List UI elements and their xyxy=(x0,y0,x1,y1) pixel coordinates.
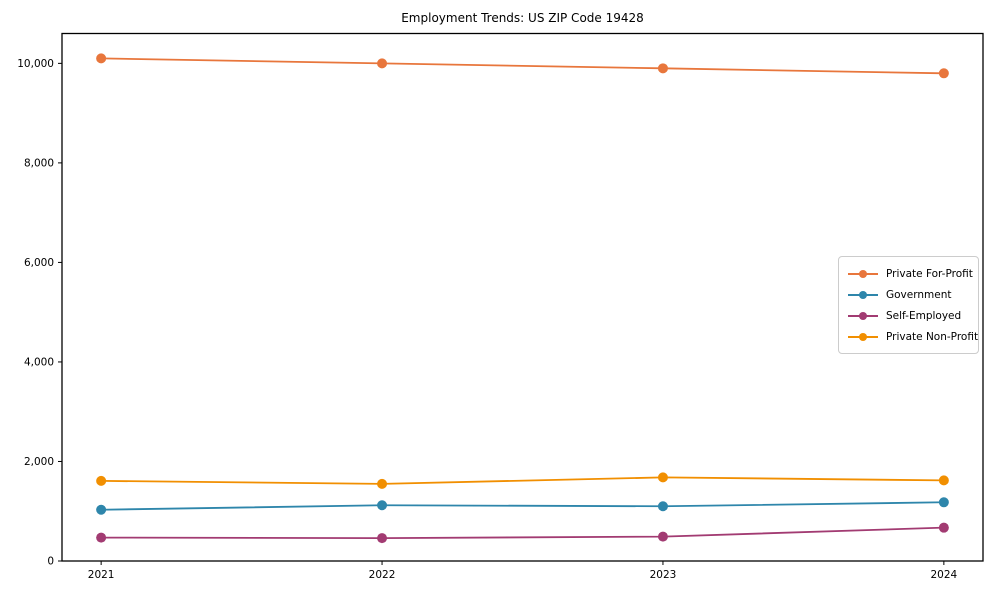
series-line-private-non-profit xyxy=(100,476,945,485)
chart-legend: Private For-Profit Government Self-Employe… xyxy=(838,256,979,354)
legend-item-private-for-profit: Private For-Profit xyxy=(848,263,973,284)
y-tick-label: 0 xyxy=(47,556,54,568)
series-line-government xyxy=(100,501,945,511)
series-point-private-non-profit xyxy=(938,475,949,486)
legend-marker-icon xyxy=(848,332,878,342)
y-tick-label: 2,000 xyxy=(24,456,54,468)
y-tick-label: 10,000 xyxy=(17,58,54,70)
series-point-self-employed xyxy=(377,533,388,544)
series-point-self-employed xyxy=(938,522,949,533)
series-point-private-non-profit xyxy=(377,478,388,489)
series-point-self-employed xyxy=(657,531,668,542)
series-point-private-non-profit xyxy=(657,472,668,483)
x-tick-label: 2021 xyxy=(88,569,115,581)
series-point-government xyxy=(377,500,388,511)
series-point-government xyxy=(96,504,107,515)
legend-label: Self-Employed xyxy=(886,309,962,322)
legend-marker-icon xyxy=(848,269,878,279)
legend-label: Private Non-Profit xyxy=(886,330,979,343)
legend-dot-swatch xyxy=(859,290,867,299)
y-tick-label: 4,000 xyxy=(24,356,54,368)
legend-item-self-employed: Self-Employed xyxy=(848,305,970,326)
series-line-private-for-profit xyxy=(100,57,945,75)
series-point-private-for-profit xyxy=(377,58,388,69)
legend-label: Private For-Profit xyxy=(886,267,973,280)
legend-item-private-non-profit: Private Non-Profit xyxy=(848,326,978,347)
series-point-government xyxy=(938,497,949,508)
legend-marker-icon xyxy=(848,311,878,321)
series-point-private-non-profit xyxy=(96,475,107,486)
y-tick-label: 8,000 xyxy=(24,157,54,169)
legend-marker-icon xyxy=(848,290,878,300)
x-tick-label: 2024 xyxy=(930,569,957,581)
legend-item-government: Government xyxy=(848,284,970,305)
legend-dot-swatch xyxy=(859,311,867,320)
series-point-private-for-profit xyxy=(96,53,107,64)
plot-border xyxy=(61,32,984,562)
series-point-government xyxy=(657,501,668,512)
legend-dot-swatch xyxy=(859,269,867,278)
series-point-self-employed xyxy=(96,532,107,543)
series-line-self-employed xyxy=(100,526,945,540)
y-tick-label: 6,000 xyxy=(24,257,54,269)
series-point-private-for-profit xyxy=(657,63,668,74)
x-tick-label: 2023 xyxy=(650,569,677,581)
series-point-private-for-profit xyxy=(938,68,949,79)
legend-dot-swatch xyxy=(859,332,867,341)
chart-title: Employment Trends: US ZIP Code 19428 xyxy=(401,11,644,25)
legend-label: Government xyxy=(886,288,952,301)
x-tick-label: 2022 xyxy=(369,569,396,581)
